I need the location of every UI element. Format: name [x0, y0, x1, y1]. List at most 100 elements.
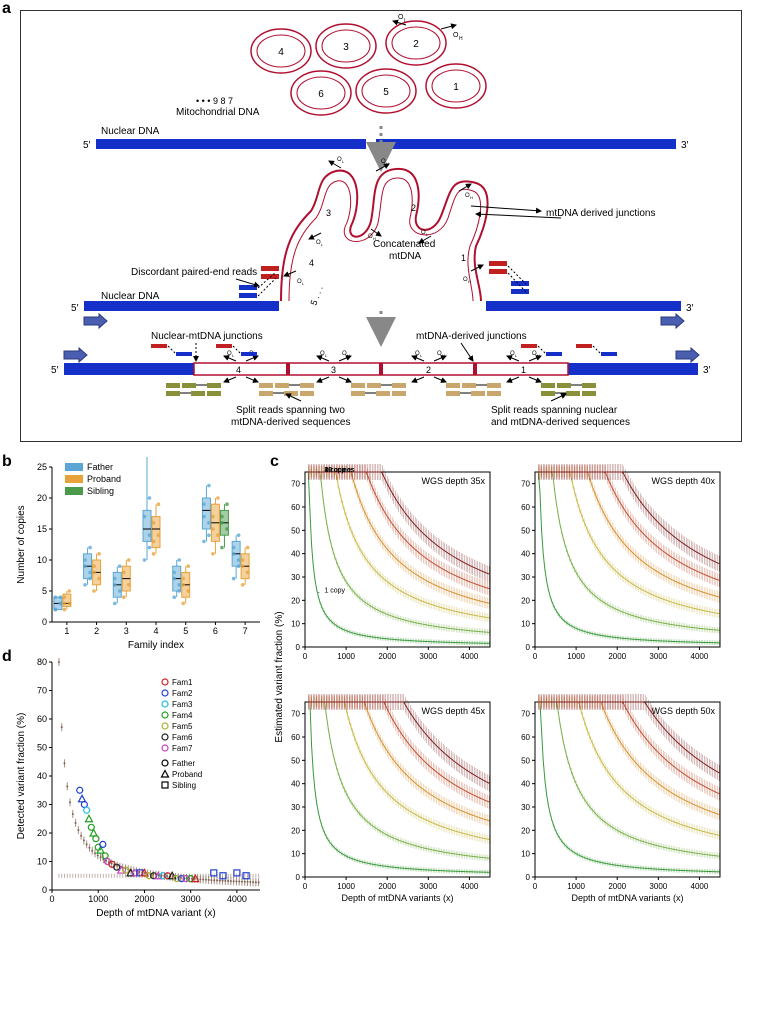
svg-text:20: 20	[37, 828, 47, 838]
svg-text:3000: 3000	[649, 652, 667, 661]
svg-text:L: L	[325, 353, 328, 358]
svg-text:3000: 3000	[181, 894, 201, 904]
svg-text:40: 40	[37, 771, 47, 781]
svg-text:H: H	[347, 353, 350, 358]
panel-c-wrap: c 01020304050607001000200030004000WGS de…	[270, 457, 740, 922]
svg-text:20: 20	[37, 493, 47, 503]
svg-text:H: H	[386, 161, 389, 166]
svg-text:40: 40	[521, 780, 530, 789]
svg-text:Fam7: Fam7	[172, 744, 193, 753]
svg-text:1000: 1000	[567, 882, 585, 891]
svg-text:Proband: Proband	[87, 474, 121, 484]
svg-text:Fam2: Fam2	[172, 689, 193, 698]
svg-text:30: 30	[291, 573, 300, 582]
svg-text:1: 1	[461, 253, 466, 263]
svg-text:30: 30	[521, 803, 530, 812]
svg-text:Detected variant fraction (%): Detected variant fraction (%)	[16, 713, 27, 840]
svg-text:1000: 1000	[337, 652, 355, 661]
svg-text:4000: 4000	[227, 894, 247, 904]
svg-text:10: 10	[37, 555, 47, 565]
svg-text:Proband: Proband	[172, 770, 202, 779]
svg-text:70: 70	[291, 710, 300, 719]
panel-a-svg: 4 3 2 OL OH 6 5	[21, 11, 741, 441]
svg-text:L: L	[302, 281, 305, 286]
concatenated-blob: 3 2 4 1 Concatenated mtDNA OL OH OL OH	[131, 157, 656, 307]
mtdna-circles: 4 3 2 OL OH 6 5	[176, 14, 486, 118]
svg-text:3000: 3000	[649, 882, 667, 891]
svg-text:20: 20	[521, 596, 530, 605]
svg-text:Estimated variant fraction (%): Estimated variant fraction (%)	[274, 611, 285, 742]
svg-text:70: 70	[521, 480, 530, 489]
svg-text:20: 20	[521, 826, 530, 835]
svg-text:60: 60	[291, 733, 300, 742]
svg-text:Fam6: Fam6	[172, 733, 193, 742]
svg-text:7: 7	[243, 626, 248, 636]
svg-text:Sibling: Sibling	[87, 486, 114, 496]
svg-text:3000: 3000	[419, 652, 437, 661]
svg-text:60: 60	[37, 714, 47, 724]
svg-text:10: 10	[37, 857, 47, 867]
svg-text:0: 0	[42, 617, 47, 627]
svg-text:2000: 2000	[608, 882, 626, 891]
svg-text:H: H	[442, 353, 445, 358]
svg-text:Fam1: Fam1	[172, 678, 193, 687]
svg-text:Sibling: Sibling	[172, 781, 196, 790]
panel-d-label: d	[2, 648, 12, 666]
svg-text:0: 0	[533, 882, 538, 891]
svg-text:50: 50	[291, 526, 300, 535]
svg-text:L: L	[232, 353, 235, 358]
svg-text:Depth of mtDNA variants (x): Depth of mtDNA variants (x)	[341, 893, 453, 903]
svg-text:4000: 4000	[461, 882, 479, 891]
svg-text:70: 70	[291, 480, 300, 489]
panel-c-label: c	[270, 453, 279, 471]
svg-text:3′: 3′	[681, 140, 689, 151]
svg-text:4: 4	[153, 626, 158, 636]
svg-text:5′: 5′	[71, 303, 79, 314]
svg-text:WGS depth 40x: WGS depth 40x	[651, 476, 715, 486]
svg-text:mtDNA: mtDNA	[389, 251, 422, 262]
svg-text:Depth of mtDNA variants (x): Depth of mtDNA variants (x)	[571, 893, 683, 903]
svg-text:H: H	[459, 36, 463, 42]
svg-text:10: 10	[521, 620, 530, 629]
svg-text:6: 6	[318, 89, 324, 100]
svg-text:1 copy: 1 copy	[324, 588, 345, 595]
svg-text:Fam5: Fam5	[172, 722, 193, 731]
panel-b-label: b	[2, 453, 12, 471]
svg-text:2000: 2000	[134, 894, 154, 904]
svg-text:Nuclear DNA: Nuclear DNA	[101, 126, 160, 137]
svg-text:0: 0	[49, 894, 54, 904]
svg-text:Number of copies: Number of copies	[16, 505, 27, 583]
svg-text:4: 4	[309, 258, 314, 268]
svg-text:mtDNA-derived sequences: mtDNA-derived sequences	[231, 417, 351, 428]
panel-c-chart: 0 10 20 30 40 50 60 70 0 1000 2000 3000 4000 WGS dept…	[270, 457, 740, 922]
svg-text:4: 4	[278, 47, 284, 58]
svg-text:60: 60	[291, 503, 300, 512]
svg-text:L: L	[420, 353, 423, 358]
svg-text:1: 1	[64, 626, 69, 636]
svg-text:Family index: Family index	[128, 640, 184, 651]
svg-text:Nuclear-mtDNA junctions: Nuclear-mtDNA junctions	[151, 331, 263, 342]
svg-text:mtDNA derived junctions: mtDNA derived junctions	[546, 208, 656, 219]
svg-text:L: L	[342, 159, 345, 164]
svg-text:3000: 3000	[419, 882, 437, 891]
svg-text:5 . . .: 5 . . .	[308, 284, 324, 306]
svg-text:Depth of mtDNA variant (x): Depth of mtDNA variant (x)	[96, 908, 215, 919]
svg-text:0: 0	[296, 873, 301, 882]
svg-text:Concatenated: Concatenated	[373, 239, 435, 250]
svg-text:1000: 1000	[88, 894, 108, 904]
svg-text:20: 20	[291, 826, 300, 835]
svg-text:6: 6	[213, 626, 218, 636]
svg-text:1: 1	[521, 365, 526, 375]
svg-text:30: 30	[291, 803, 300, 812]
svg-text:4 copies: 4 copies	[324, 467, 351, 474]
svg-text:WGS depth 35x: WGS depth 35x	[421, 476, 485, 486]
svg-text:40: 40	[291, 550, 300, 559]
svg-text:3: 3	[343, 42, 349, 53]
svg-text:5′: 5′	[83, 140, 91, 151]
svg-text:3: 3	[124, 626, 129, 636]
svg-text:L: L	[515, 353, 518, 358]
svg-text:50: 50	[521, 756, 530, 765]
svg-text:1: 1	[453, 82, 459, 93]
svg-text:0: 0	[296, 643, 301, 652]
split-reads	[166, 383, 596, 396]
